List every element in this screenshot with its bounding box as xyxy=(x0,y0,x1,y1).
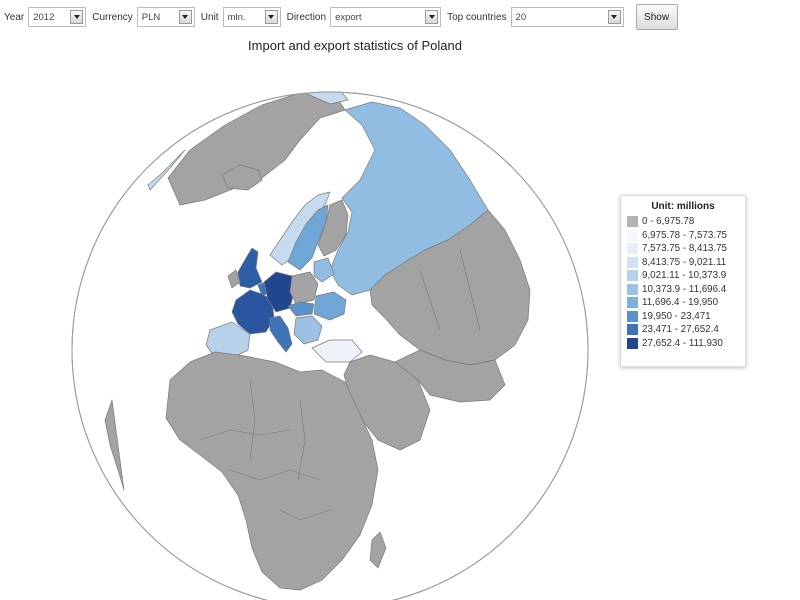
legend-swatch xyxy=(627,310,638,322)
iceland-region[interactable] xyxy=(221,164,263,191)
czech-region[interactable] xyxy=(287,301,315,317)
legend-item: 8,413.75 - 9,021.11 xyxy=(627,256,739,270)
unit-label: Unit xyxy=(200,11,219,23)
legend-label: 23,471 - 27,652.4 xyxy=(642,324,719,336)
direction-label: Direction xyxy=(286,11,327,23)
italy-region[interactable] xyxy=(269,315,293,353)
currency-value: PLN xyxy=(141,11,161,23)
iberia-region[interactable] xyxy=(205,321,251,359)
uk-region[interactable] xyxy=(237,247,263,289)
madagascar-region[interactable] xyxy=(369,531,387,569)
unit-value: mln. xyxy=(227,11,246,23)
africa-region[interactable] xyxy=(165,351,379,591)
show-button[interactable]: Show xyxy=(635,4,678,30)
top-countries-label: Top countries xyxy=(447,11,507,23)
legend-item: 7,573.75 - 8,413.75 xyxy=(627,242,739,256)
legend-label: 9,021.11 - 10,373.9 xyxy=(642,270,727,282)
legend-item: 9,021.11 - 10,373.9 xyxy=(627,269,739,283)
legend-item: 0 - 6,975.78 xyxy=(627,215,739,229)
legend-item: 23,471 - 27,652.4 xyxy=(627,323,739,337)
unit-select[interactable]: mln. xyxy=(222,7,281,27)
country-borders xyxy=(199,249,481,521)
top-countries-select[interactable]: 20 xyxy=(510,7,624,27)
legend-label: 0 - 6,975.78 xyxy=(642,216,695,228)
finland-region[interactable] xyxy=(317,199,349,257)
legend-label: 11,696.4 - 19,950 xyxy=(642,297,719,309)
arctic-coast-region[interactable] xyxy=(147,90,349,191)
map-legend: Unit: millions 0 - 6,975.78 6,975.78 - 7,… xyxy=(620,195,746,367)
legend-swatch xyxy=(627,270,638,282)
chevron-down-icon[interactable] xyxy=(264,10,278,24)
legend-label: 7,573.75 - 8,413.75 xyxy=(642,243,727,255)
legend-item: 6,975.78 - 7,573.75 xyxy=(627,229,739,243)
filter-toolbar: Year 2012 Currency PLN Unit mln. Directi… xyxy=(0,3,800,31)
year-value: 2012 xyxy=(33,11,55,23)
legend-swatch xyxy=(627,283,638,295)
legend-swatch xyxy=(627,256,638,268)
currency-label: Currency xyxy=(92,11,133,23)
legend-item: 19,950 - 23,471 xyxy=(627,310,739,324)
chevron-down-icon[interactable] xyxy=(178,10,192,24)
legend-swatch xyxy=(627,216,638,228)
poland-region[interactable] xyxy=(289,271,319,305)
legend-label: 6,975.78 - 7,573.75 xyxy=(642,229,727,241)
iran-region[interactable] xyxy=(394,349,506,403)
balkans-region[interactable] xyxy=(293,315,323,345)
central-asia-region[interactable] xyxy=(369,209,531,366)
ukraine-region[interactable] xyxy=(313,291,347,321)
year-label: Year xyxy=(4,11,25,23)
legend-label: 10,373.9 - 11,696.4 xyxy=(642,283,727,295)
legend-item: 27,652.4 - 111,930 xyxy=(627,337,739,351)
legend-swatch xyxy=(627,297,638,309)
legend-label: 8,413.75 - 9,021.11 xyxy=(642,256,727,268)
chevron-down-icon[interactable] xyxy=(425,10,439,24)
turkey-region[interactable] xyxy=(311,339,363,363)
legend-label: 27,652.4 - 111,930 xyxy=(642,337,723,349)
top-countries-value: 20 xyxy=(515,11,527,23)
legend-item: 10,373.9 - 11,696.4 xyxy=(627,283,739,297)
direction-select[interactable]: export xyxy=(330,7,442,27)
legend-rows: 0 - 6,975.78 6,975.78 - 7,573.75 7,573.75 … xyxy=(627,215,739,350)
germany-region[interactable] xyxy=(263,271,295,313)
currency-select[interactable]: PLN xyxy=(136,7,195,27)
baltics-region[interactable] xyxy=(313,257,335,283)
americas-edge-region[interactable] xyxy=(104,399,125,491)
globe-outline xyxy=(71,91,589,600)
legend-title: Unit: millions xyxy=(651,201,715,212)
legend-swatch xyxy=(627,337,638,349)
legend-swatch xyxy=(627,229,638,241)
sweden-region[interactable] xyxy=(287,204,329,271)
direction-value: export xyxy=(335,11,362,23)
legend-swatch xyxy=(627,324,638,336)
map-title: Import and export statistics of Poland xyxy=(248,38,462,53)
chevron-down-icon[interactable] xyxy=(70,10,84,24)
ireland-region[interactable] xyxy=(227,269,241,289)
greenland-region[interactable] xyxy=(167,92,346,206)
year-select[interactable]: 2012 xyxy=(28,7,87,27)
legend-item: 11,696.4 - 19,950 xyxy=(627,296,739,310)
legend-swatch xyxy=(627,243,638,255)
chevron-down-icon[interactable] xyxy=(607,10,621,24)
legend-label: 19,950 - 23,471 xyxy=(642,310,711,322)
